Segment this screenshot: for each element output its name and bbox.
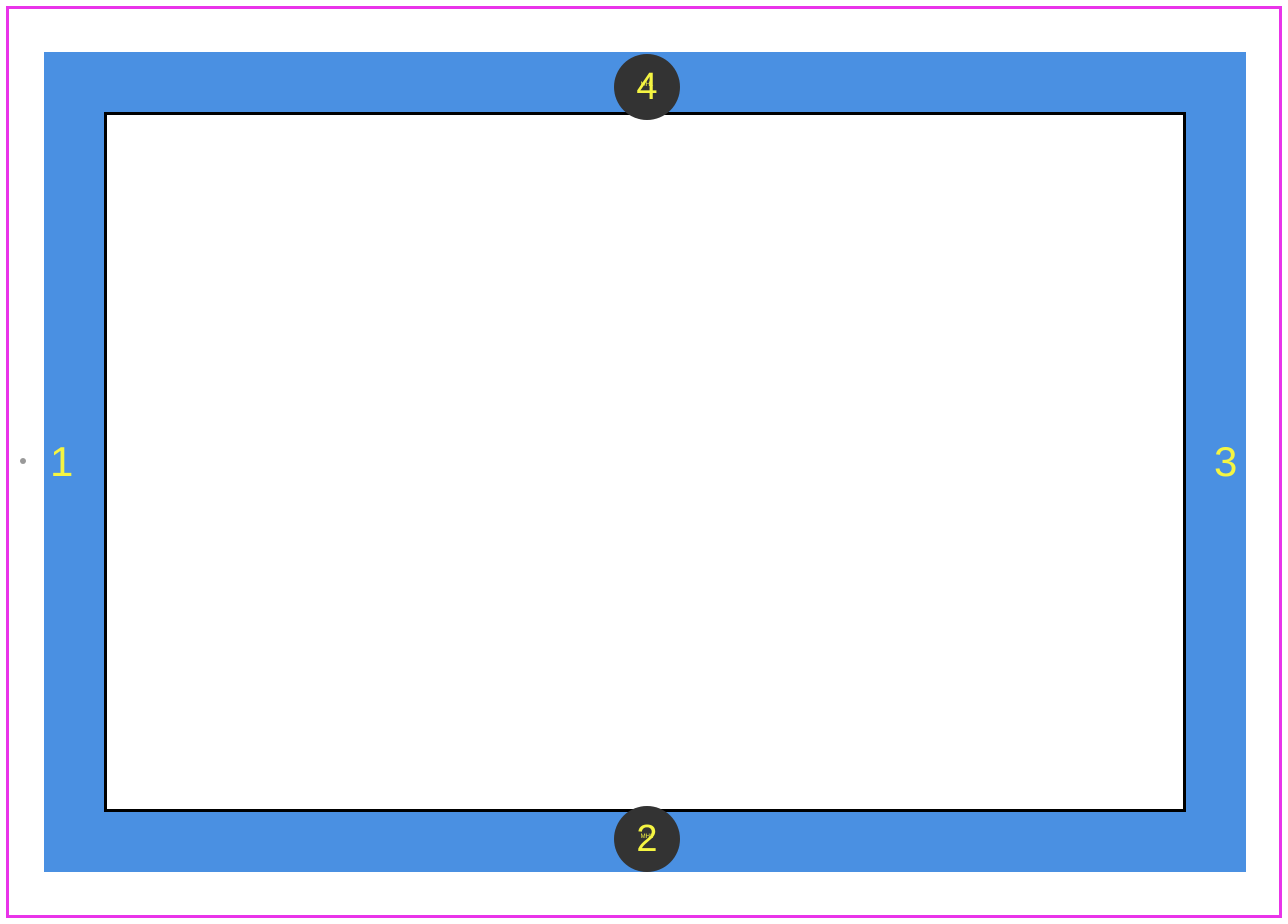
pin-label-3: 3 (1214, 438, 1237, 486)
pin-label-1: 1 (50, 438, 73, 486)
pin-2-tiny-label: MH2 (641, 834, 654, 840)
pin-circle-2: MH2 2 (614, 806, 680, 872)
blue-frame (44, 52, 1246, 872)
pin-circle-4: MH1 4 (614, 54, 680, 120)
pin1-marker-dot (20, 458, 26, 464)
pin-4-tiny-label: MH1 (641, 82, 654, 88)
